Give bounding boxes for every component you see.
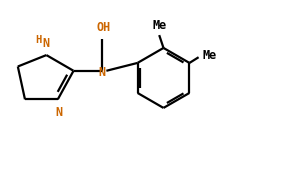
Text: Me: Me (203, 49, 217, 62)
Text: N: N (98, 66, 106, 79)
Text: N: N (43, 37, 50, 50)
Text: Me: Me (152, 19, 166, 32)
Text: H: H (35, 35, 42, 45)
Text: OH: OH (96, 21, 111, 34)
Text: N: N (56, 106, 63, 119)
